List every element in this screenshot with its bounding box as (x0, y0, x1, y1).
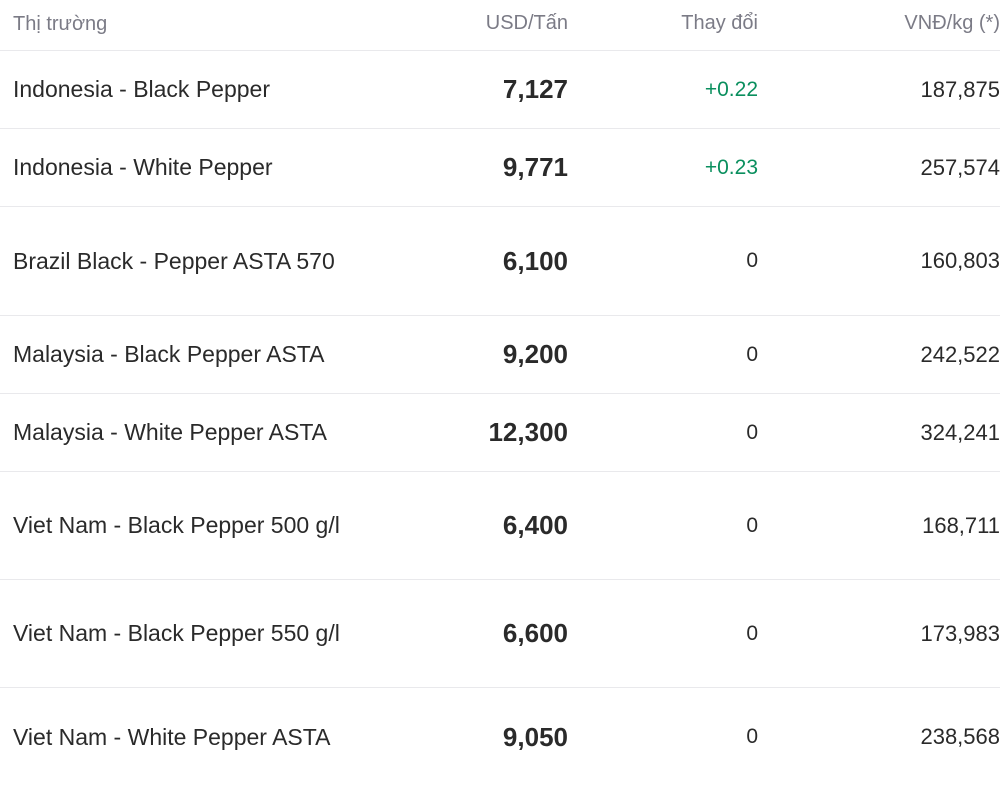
table-row: Indonesia - White Pepper 9,771 +0.23 257… (0, 129, 1000, 207)
vnd-price: 173,983 (920, 620, 1000, 646)
vnd-price: 242,522 (920, 341, 1000, 367)
usd-price: 12,300 (488, 417, 568, 447)
table-row: Brazil Black - Pepper ASTA 570 6,100 0 1… (0, 207, 1000, 316)
price-change: +0.22 (704, 77, 758, 101)
market-name: Viet Nam - Black Pepper 500 g/l (13, 512, 340, 538)
table-header: Thị trường USD/Tấn Thay đổi VNĐ/kg (*) (0, 0, 1000, 51)
price-change: 0 (746, 621, 758, 645)
table-row: Viet Nam - White Pepper ASTA 9,050 0 238… (0, 688, 1000, 786)
price-change: 0 (746, 342, 758, 366)
header-change: Thay đổi (681, 12, 758, 34)
market-name: Malaysia - White Pepper ASTA (13, 419, 328, 445)
table-row: Viet Nam - Black Pepper 550 g/l 6,600 0 … (0, 580, 1000, 688)
usd-price: 6,100 (502, 245, 568, 276)
vnd-price: 168,711 (922, 512, 1000, 538)
price-change: 0 (746, 249, 758, 272)
usd-price: 9,050 (502, 721, 568, 752)
table-row: Indonesia - Black Pepper 7,127 +0.22 187… (0, 51, 1000, 129)
vnd-price: 324,241 (920, 419, 1000, 445)
header-vnd-per-kg: VNĐ/kg (*) (904, 12, 1000, 34)
price-change: +0.23 (704, 155, 758, 179)
usd-price: 9,771 (502, 152, 568, 182)
header-market: Thị trường (13, 13, 108, 35)
market-name: Viet Nam - White Pepper ASTA (13, 723, 331, 750)
vnd-price: 187,875 (920, 76, 1000, 102)
market-name: Indonesia - Black Pepper (13, 76, 270, 102)
table-row: Malaysia - White Pepper ASTA 12,300 0 32… (0, 394, 1000, 472)
price-change: 0 (746, 513, 758, 537)
vnd-price: 160,803 (920, 248, 1000, 273)
table-row: Malaysia - Black Pepper ASTA 9,200 0 242… (0, 316, 1000, 394)
market-name: Malaysia - Black Pepper ASTA (13, 341, 325, 367)
vnd-price: 257,574 (920, 154, 1000, 180)
price-change: 0 (746, 725, 758, 748)
usd-price: 6,400 (502, 510, 568, 540)
market-name: Viet Nam - Black Pepper 550 g/l (13, 620, 340, 646)
price-change: 0 (746, 420, 758, 444)
vnd-price: 238,568 (920, 724, 1000, 749)
table-row: Viet Nam - Black Pepper 500 g/l 6,400 0 … (0, 472, 1000, 580)
header-usd-per-ton: USD/Tấn (485, 12, 568, 34)
usd-price: 6,600 (502, 618, 568, 648)
usd-price: 9,200 (502, 339, 568, 369)
usd-price: 7,127 (502, 74, 568, 104)
market-name: Indonesia - White Pepper (13, 154, 273, 180)
market-name: Brazil Black - Pepper ASTA 570 (13, 247, 335, 274)
